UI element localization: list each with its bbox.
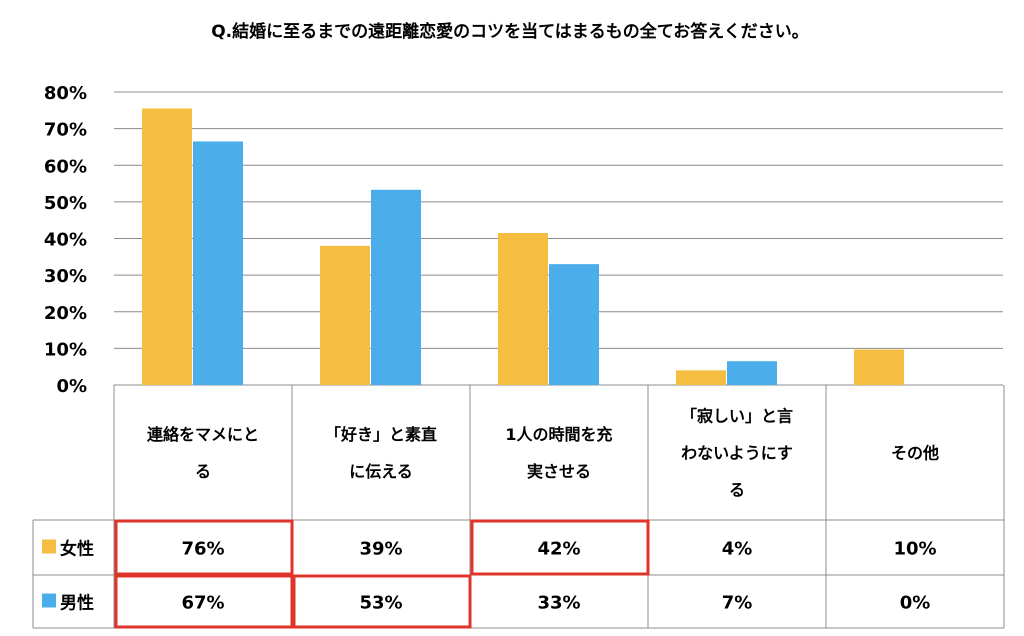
category-label: 「好き」と素直 — [325, 425, 437, 444]
bar-female — [854, 349, 904, 385]
bar-female — [320, 245, 370, 385]
bar-male — [727, 361, 777, 385]
data-label: 0% — [900, 593, 931, 614]
y-tick-label: 60% — [44, 156, 87, 177]
grid-lines — [114, 91, 1003, 386]
highlight-box — [470, 519, 650, 576]
bar-male — [193, 141, 243, 385]
bars — [142, 108, 904, 385]
y-tick-label: 40% — [44, 230, 87, 251]
data-label: 67% — [181, 593, 224, 614]
y-tick-label: 80% — [44, 83, 87, 104]
category-label: に伝える — [349, 462, 413, 481]
category-label: る — [195, 462, 211, 481]
y-tick-label: 20% — [44, 303, 87, 324]
bar-male — [371, 189, 421, 385]
highlight-boxes — [114, 519, 650, 629]
data-label: 10% — [893, 539, 936, 560]
y-tick-label: 50% — [44, 193, 87, 214]
data-label: 33% — [537, 593, 580, 614]
legend-swatch — [42, 539, 56, 554]
category-label: 「寂しい」と言 — [681, 407, 793, 426]
data-label: 76% — [181, 539, 224, 560]
category-label: わないようにす — [681, 444, 793, 463]
bar-male — [549, 264, 599, 385]
bar-female — [676, 370, 726, 385]
data-table: 連絡をマメにとる「好き」と素直に伝える1人の時間を充実させる「寂しい」と言わない… — [32, 385, 1005, 629]
y-tick-label: 30% — [44, 266, 87, 287]
category-label: 連絡をマメにと — [147, 425, 259, 444]
data-label: 53% — [359, 593, 402, 614]
data-label: 39% — [359, 539, 402, 560]
category-label: その他 — [891, 444, 939, 463]
legend-swatch — [42, 593, 56, 608]
legend-label: 女性 — [60, 539, 94, 560]
data-label: 7% — [722, 593, 753, 614]
category-label: 1人の時間を充 — [505, 425, 612, 444]
y-tick-label: 10% — [44, 339, 87, 360]
highlight-box — [292, 574, 472, 629]
bar-female — [498, 233, 548, 385]
y-axis: 0% 10% 20% 30% 40% 50% 60% 70% 80% — [44, 83, 87, 397]
chart-title: Q.結婚に至るまでの遠距離恋愛のコツを当てはまるもの全てお答えください。 — [211, 21, 809, 42]
legend-label: 男性 — [60, 593, 94, 614]
bar-female — [142, 108, 192, 385]
y-tick-label: 0% — [56, 376, 87, 397]
highlight-box — [114, 519, 294, 576]
data-label: 4% — [722, 539, 753, 560]
category-label: る — [729, 481, 745, 500]
data-label: 42% — [537, 539, 580, 560]
highlight-box — [114, 574, 294, 629]
y-tick-label: 70% — [44, 120, 87, 141]
category-label: 実させる — [527, 462, 591, 481]
